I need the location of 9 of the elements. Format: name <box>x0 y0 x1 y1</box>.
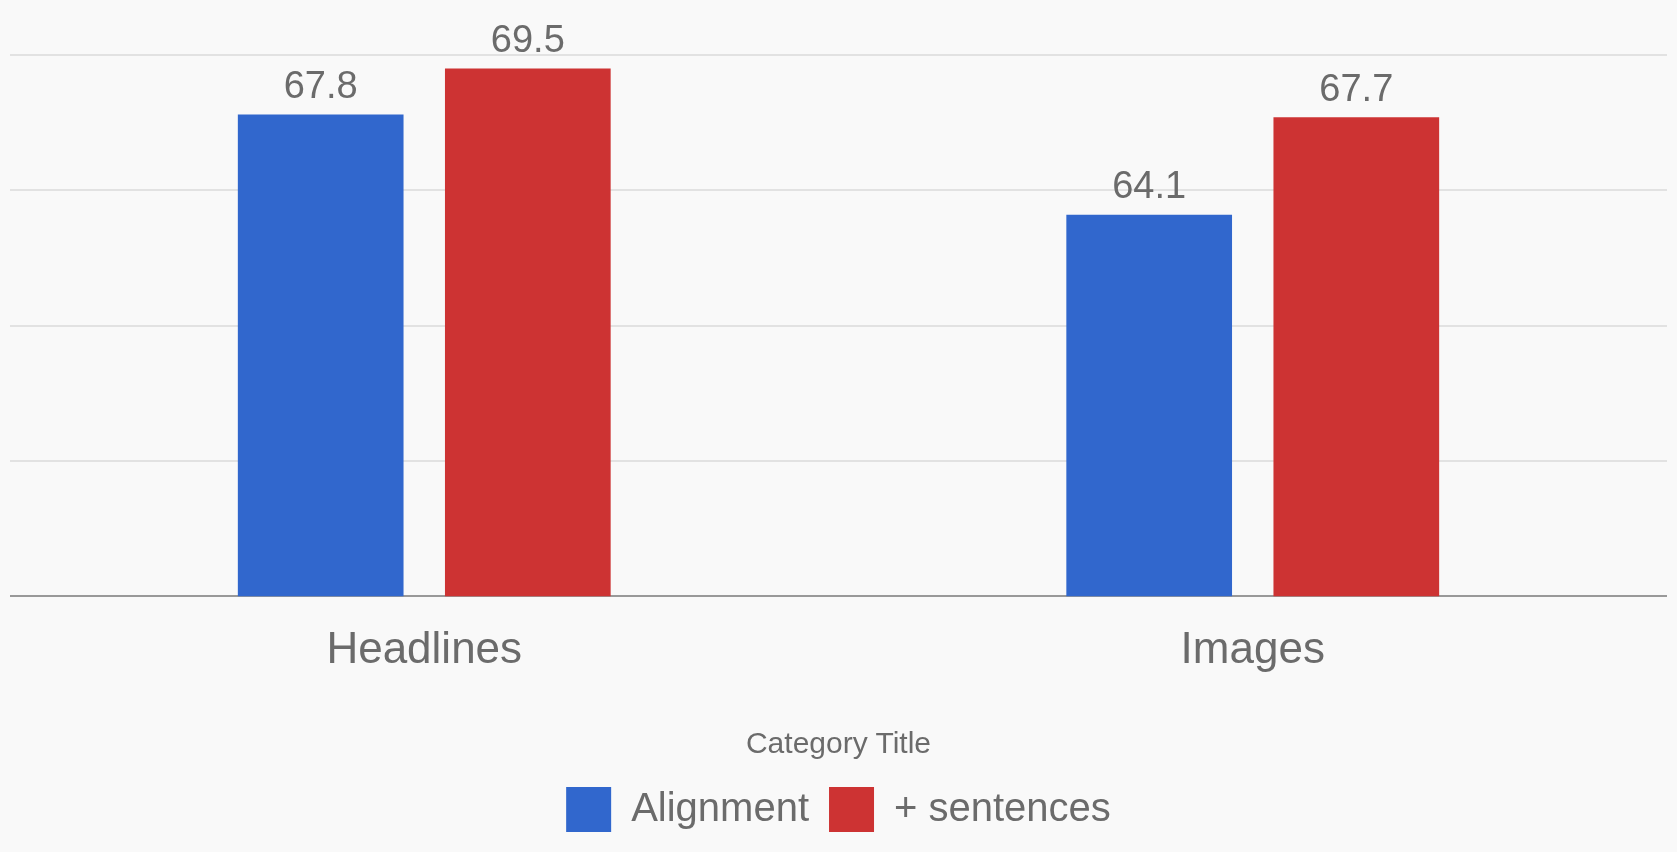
data-label: 67.7 <box>1319 66 1394 109</box>
x-axis-title: Category Title <box>745 726 932 760</box>
legend-label: + sentences <box>894 784 1111 829</box>
x-tick-label: Headlines <box>326 622 523 672</box>
data-label: 64.1 <box>1112 164 1187 207</box>
data-label: 69.5 <box>490 18 565 61</box>
x-tick-label: Images <box>1180 622 1325 672</box>
legend-label: Alignment <box>631 784 810 829</box>
data-label: 67.8 <box>283 64 358 107</box>
